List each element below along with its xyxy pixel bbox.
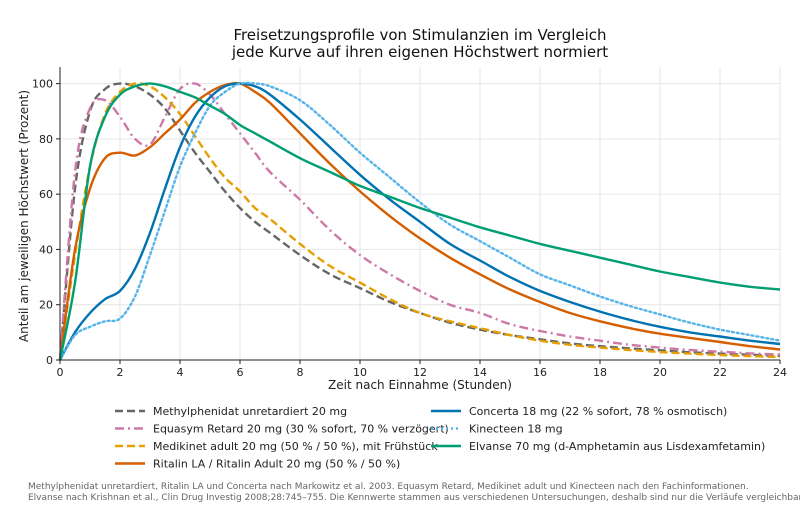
x-tick-label: 16 xyxy=(533,366,547,379)
x-tick-label: 12 xyxy=(413,366,427,379)
series-line-3 xyxy=(58,82,781,361)
x-tick-label: 10 xyxy=(353,366,367,379)
legend-label-2: Equasym Retard 20 mg (30 % sofort, 70 % … xyxy=(153,423,449,436)
x-tick-label: 18 xyxy=(593,366,607,379)
y-axis-label: Anteil am jeweiligen Höchstwert (Prozent… xyxy=(17,90,31,342)
y-tick-label: 20 xyxy=(39,299,53,312)
y-tick-label: 100 xyxy=(32,78,53,91)
x-tick-label: 6 xyxy=(237,366,244,379)
series-line-6 xyxy=(58,81,782,362)
x-tick-label: 2 xyxy=(117,366,124,379)
legend-label-4: Ritalin LA / Ritalin Adult 20 mg (50 % /… xyxy=(153,458,400,471)
series-line-7 xyxy=(58,82,781,361)
footnote: Methylphenidat unretardiert, Ritalin LA … xyxy=(28,482,800,504)
legend: Methylphenidat unretardiert 20 mg Equasym… xyxy=(115,405,765,471)
x-tick-label: 0 xyxy=(57,366,64,379)
legend-label-1: Methylphenidat unretardiert 20 mg xyxy=(153,405,347,418)
footnote-line-1: Methylphenidat unretardiert, Ritalin LA … xyxy=(28,482,749,492)
y-tick-label: 0 xyxy=(46,354,53,367)
series-lines xyxy=(58,81,782,362)
series-line-4 xyxy=(58,81,781,361)
x-tick-label: 4 xyxy=(177,366,184,379)
x-tick-label: 8 xyxy=(297,366,304,379)
chart-title: Freisetzungsprofile von Stimulanzien im … xyxy=(233,26,606,44)
chart-subtitle: jede Kurve auf ihren eigenen Höchstwert … xyxy=(231,43,608,61)
legend-label-7: Elvanse 70 mg (d-Amphetamin aus Lisdexam… xyxy=(469,440,765,453)
x-tick-label: 22 xyxy=(713,366,727,379)
y-tick-label: 40 xyxy=(39,243,53,256)
x-tick-label: 24 xyxy=(773,366,787,379)
x-axis-label: Zeit nach Einnahme (Stunden) xyxy=(328,378,512,392)
x-tick-label: 20 xyxy=(653,366,667,379)
footnote-line-2: Elvanse nach Krishnan et al., Clin Drug … xyxy=(28,493,800,503)
chart: Freisetzungsprofile von Stimulanzien im … xyxy=(17,26,787,471)
x-tick-label: 14 xyxy=(473,366,487,379)
legend-label-6: Kinecteen 18 mg xyxy=(469,423,563,436)
series-line-5 xyxy=(58,82,781,361)
legend-label-3: Medikinet adult 20 mg (50 % / 50 %), mit… xyxy=(153,440,438,453)
legend-label-5: Concerta 18 mg (22 % sofort, 78 % osmoti… xyxy=(469,405,727,418)
y-tick-label: 80 xyxy=(39,133,53,146)
y-tick-label: 60 xyxy=(39,188,53,201)
